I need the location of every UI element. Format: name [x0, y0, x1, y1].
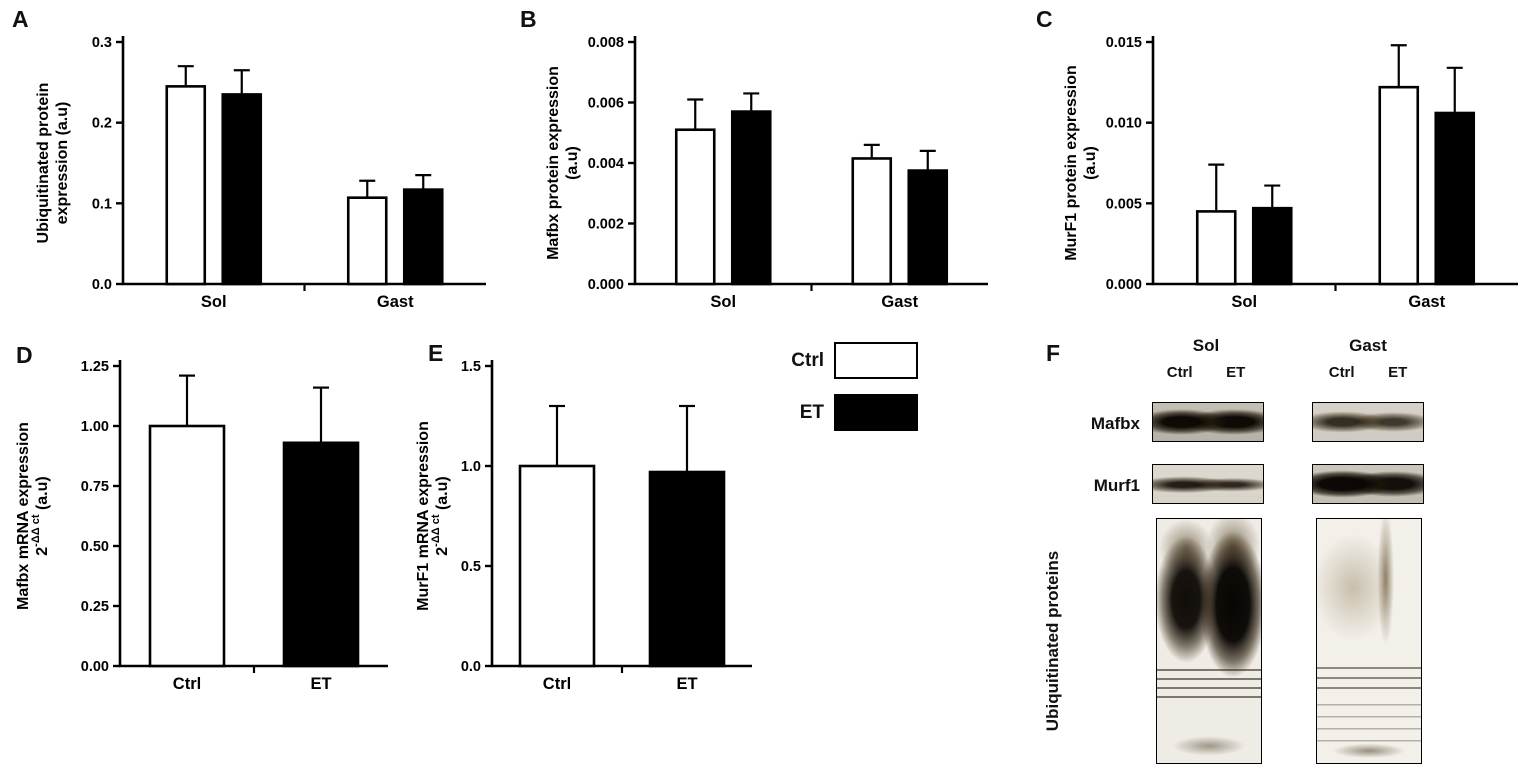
- blot-lane-labels-gast: Ctrl ET: [1312, 364, 1424, 381]
- svg-text:0.5: 0.5: [461, 559, 481, 575]
- lane-label-ctrl: Ctrl: [1166, 364, 1193, 381]
- blot-row-label-murf1: Murf1: [1093, 476, 1140, 495]
- svg-text:ET: ET: [676, 675, 697, 693]
- panel-label-a: A: [12, 6, 29, 32]
- svg-text:Gast: Gast: [1408, 293, 1445, 311]
- blot-side-label-ubiquitinated: Ubiquitinated proteins: [1043, 550, 1063, 732]
- svg-text:(a.u): (a.u): [1082, 146, 1099, 180]
- svg-text:Gast: Gast: [881, 293, 918, 311]
- svg-text:expression (a.u): expression (a.u): [54, 102, 71, 225]
- svg-text:Ctrl: Ctrl: [173, 675, 201, 693]
- svg-text:0.006: 0.006: [588, 96, 624, 112]
- blot-image-ubiquitinated-gast: [1316, 518, 1422, 764]
- svg-text:0.008: 0.008: [588, 35, 624, 51]
- legend-swatch-ctrl: [834, 342, 918, 379]
- svg-text:Sol: Sol: [710, 293, 736, 311]
- svg-text:0.1: 0.1: [92, 196, 112, 212]
- panel-label-f: F: [1046, 340, 1061, 366]
- panel-label-c: C: [1036, 6, 1053, 32]
- svg-text:Sol: Sol: [1231, 293, 1257, 311]
- svg-text:0.000: 0.000: [588, 277, 624, 293]
- bar-chart-panel-a: 0.0 0.1 0.2 0.3 Sol Gast Ubiquitinated protein…: [35, 35, 486, 311]
- svg-text:1.5: 1.5: [461, 359, 481, 375]
- panel-label-d: D: [16, 342, 33, 368]
- svg-text:0.005: 0.005: [1106, 196, 1142, 212]
- blot-image-mafbx-gast: [1312, 402, 1424, 442]
- svg-text:0.000: 0.000: [1106, 277, 1142, 293]
- bar-chart-panel-e: 0.0 0.5 1.0 1.5 Ctrl ET MurF1 mRNA expression 2…: [415, 359, 752, 693]
- blot-image-murf1-sol: [1152, 464, 1264, 504]
- svg-text:0.3: 0.3: [92, 35, 112, 51]
- blot-image-mafbx-sol: [1152, 402, 1264, 442]
- svg-text:0.00: 0.00: [81, 659, 109, 675]
- svg-text:MurF1 protein expression: MurF1 protein expression: [1063, 65, 1080, 261]
- svg-text:0.010: 0.010: [1106, 116, 1142, 132]
- svg-text:MurF1 mRNA expression: MurF1 mRNA expression: [415, 421, 432, 611]
- svg-text:0.002: 0.002: [588, 217, 624, 233]
- svg-text:0.015: 0.015: [1106, 35, 1142, 51]
- svg-text:1.0: 1.0: [461, 459, 481, 475]
- blot-column-header-sol: Sol: [1192, 336, 1220, 355]
- legend-swatch-et: [834, 394, 918, 431]
- svg-text:Sol: Sol: [201, 293, 227, 311]
- svg-text:0.2: 0.2: [92, 116, 112, 132]
- blot-column-header-gast: Gast: [1349, 336, 1387, 355]
- svg-text:0.004: 0.004: [588, 156, 624, 172]
- svg-text:1.00: 1.00: [81, 419, 109, 435]
- legend-label-ctrl: Ctrl: [791, 349, 824, 371]
- lane-label-ctrl: Ctrl: [1328, 364, 1355, 381]
- svg-text:2-ΔΔ ct (a.u): 2-ΔΔ ct (a.u): [430, 476, 451, 555]
- panel-label-b: B: [520, 6, 537, 32]
- svg-text:0.25: 0.25: [81, 599, 109, 615]
- svg-text:Ctrl: Ctrl: [543, 675, 571, 693]
- bar-chart-panel-d: 0.00 0.25 0.50 0.75 1.00 1.25 Ctrl ET Mafbx mRNA…: [15, 359, 388, 693]
- blot-image-murf1-gast: [1312, 464, 1424, 504]
- svg-text:Gast: Gast: [377, 293, 414, 311]
- bar-chart-panel-b: 0.000 0.002 0.004 0.006 0.008 Sol Gast Mafbx pr…: [545, 35, 988, 311]
- panel-label-e: E: [428, 340, 444, 366]
- svg-text:0.75: 0.75: [81, 479, 109, 495]
- svg-text:2-ΔΔ ct (a.u): 2-ΔΔ ct (a.u): [30, 476, 51, 555]
- svg-text:0.0: 0.0: [461, 659, 481, 675]
- svg-text:Mafbx protein expression: Mafbx protein expression: [545, 66, 562, 260]
- svg-text:ET: ET: [310, 675, 331, 693]
- lane-label-et: ET: [1226, 364, 1246, 381]
- bar-chart-panel-c: 0.000 0.005 0.010 0.015 Sol Gast MurF1 protein…: [1063, 35, 1518, 311]
- svg-text:(a.u): (a.u): [564, 146, 581, 180]
- blot-row-label-mafbx: Mafbx: [1090, 414, 1140, 433]
- blot-lane-labels-sol: Ctrl ET: [1150, 364, 1262, 381]
- svg-text:1.25: 1.25: [81, 359, 109, 375]
- svg-text:0.50: 0.50: [81, 539, 109, 555]
- legend-label-et: ET: [799, 401, 824, 423]
- legend-item-et: ET: [778, 394, 918, 431]
- lane-label-et: ET: [1388, 364, 1408, 381]
- svg-text:0.0: 0.0: [92, 277, 112, 293]
- svg-text:Ubiquitinated protein: Ubiquitinated protein: [35, 83, 52, 244]
- legend-item-ctrl: Ctrl: [778, 342, 918, 379]
- svg-text:Mafbx mRNA expression: Mafbx mRNA expression: [15, 422, 32, 610]
- blot-image-ubiquitinated-sol: [1156, 518, 1262, 764]
